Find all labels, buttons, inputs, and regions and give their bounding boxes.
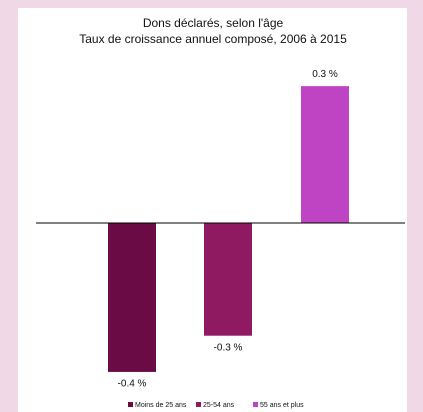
bar bbox=[204, 223, 252, 336]
data-label: -0.4 % bbox=[118, 379, 147, 390]
legend-label: Moins de 25 ans bbox=[135, 402, 187, 409]
bar bbox=[301, 86, 349, 224]
legend-label: 55 ans et plus bbox=[260, 402, 304, 409]
legend-swatch bbox=[196, 402, 201, 407]
legend-label: 25-54 ans bbox=[203, 402, 235, 409]
legend-swatch bbox=[128, 402, 133, 407]
data-label: -0.3 % bbox=[214, 342, 243, 353]
legend-swatch bbox=[253, 402, 258, 407]
chart-subtitle: Taux de croissance annuel composé, 2006 … bbox=[79, 32, 347, 46]
chart-title: Dons déclarés, selon l'âge bbox=[143, 16, 284, 30]
data-label: 0.3 % bbox=[312, 69, 338, 80]
bar bbox=[108, 223, 156, 372]
